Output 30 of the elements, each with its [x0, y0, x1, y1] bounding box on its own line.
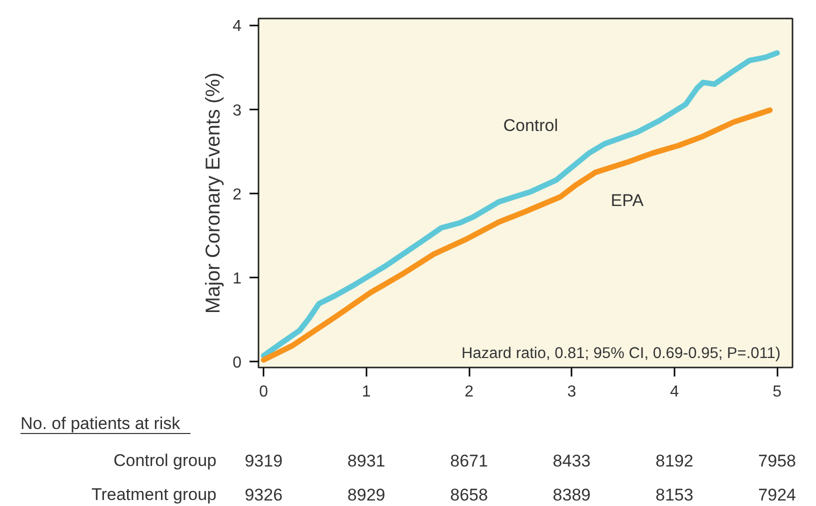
x-tick-label: 5 [772, 384, 782, 400]
x-tick-label: 3 [567, 384, 576, 400]
text: 8658 [450, 486, 488, 504]
series-label: Control [503, 116, 558, 136]
text: 9319 [244, 452, 283, 470]
annotation: Hazard ratio, 0.81; 95% CI, 0.69-0.95; P=.011) [462, 345, 781, 362]
x-tick-label: 1 [362, 384, 371, 400]
text: 7958 [758, 452, 796, 470]
text: Treatment group [91, 485, 217, 504]
x-tick-label: 4 [670, 384, 679, 400]
y-tick-label: 1 [232, 270, 242, 288]
text: 9326 [244, 486, 283, 504]
y-tick-label: 2 [232, 186, 242, 204]
y-tick-label: 4 [232, 18, 242, 36]
y-axis-title: Major Coronary Events (%) [202, 72, 225, 314]
y-tick-label: 3 [232, 102, 242, 120]
text: 7924 [758, 486, 796, 504]
text: 8671 [450, 452, 488, 470]
text: No. of patients at risk [20, 414, 181, 433]
x-tick-label: 2 [464, 384, 474, 400]
text: Control group [113, 451, 217, 470]
series-label: EPA [610, 190, 644, 210]
text: 8931 [347, 452, 386, 470]
text: 8389 [552, 486, 591, 504]
x-tick-label: 0 [259, 384, 268, 400]
text: 8192 [655, 452, 694, 470]
text: 8153 [655, 486, 694, 504]
text: 8433 [552, 452, 591, 470]
y-tick-label: 0 [232, 354, 242, 372]
text: 8929 [347, 486, 386, 504]
